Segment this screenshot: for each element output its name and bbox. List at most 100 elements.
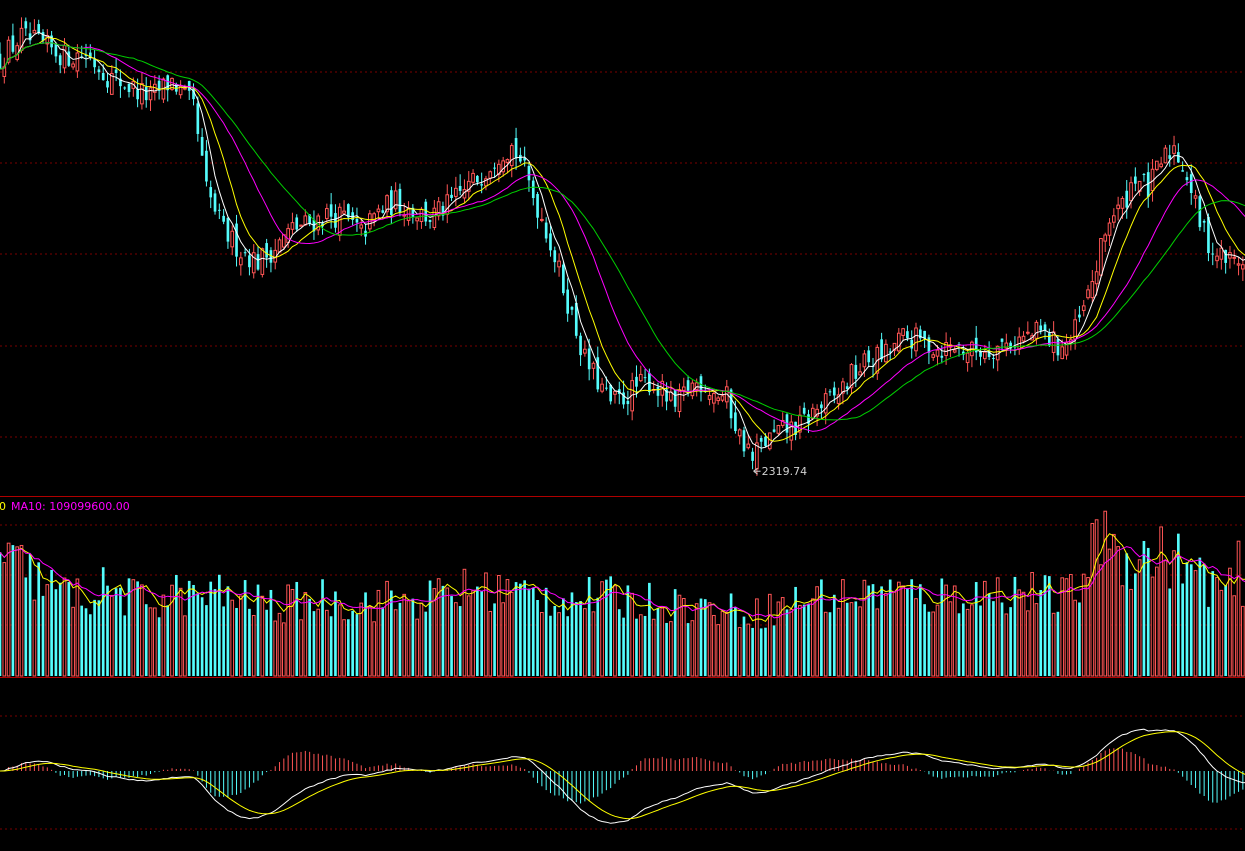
volume-bar-down[interactable] — [729, 593, 733, 676]
candle-down[interactable] — [390, 190, 393, 215]
candle-up[interactable] — [260, 248, 265, 275]
candle-down[interactable] — [450, 194, 453, 198]
volume-bar-up[interactable] — [170, 584, 174, 677]
volume-bar-down[interactable] — [295, 581, 299, 676]
candle-down[interactable] — [992, 357, 995, 359]
volume-bar-down[interactable] — [200, 597, 204, 676]
candle-down[interactable] — [0, 53, 2, 70]
volume-bar-down[interactable] — [88, 614, 92, 676]
volume-bar-up[interactable] — [965, 608, 970, 677]
volume-bar-up[interactable] — [1129, 588, 1133, 677]
candle-up[interactable] — [810, 407, 815, 420]
volume-bar-down[interactable] — [1224, 585, 1227, 676]
candle-up[interactable] — [178, 85, 183, 96]
candle-down[interactable] — [940, 355, 944, 358]
candle-down[interactable] — [566, 289, 570, 314]
volume-bar-up[interactable] — [669, 621, 673, 677]
volume-bar-up[interactable] — [849, 602, 854, 677]
candle-up[interactable] — [148, 87, 153, 101]
volume-bar-up[interactable] — [944, 584, 948, 677]
volume-bar-up[interactable] — [325, 609, 329, 677]
volume-bar-down[interactable] — [28, 553, 32, 676]
candle-up[interactable] — [952, 349, 957, 353]
volume-bar-up[interactable] — [62, 577, 67, 677]
candle-up[interactable] — [32, 29, 37, 34]
volume-bar-down[interactable] — [222, 606, 225, 676]
volume-bar-up[interactable] — [1228, 567, 1232, 677]
volume-bar-up[interactable] — [638, 614, 643, 677]
candle-down[interactable] — [605, 387, 608, 389]
candle-down[interactable] — [493, 167, 496, 169]
volume-bar-up[interactable] — [1064, 578, 1069, 677]
volume-bar-down[interactable] — [308, 598, 311, 676]
candle-down[interactable] — [673, 389, 677, 407]
candle-down[interactable] — [411, 207, 415, 217]
volume-bar-down[interactable] — [93, 599, 96, 676]
volume-bar-down[interactable] — [334, 591, 337, 676]
candle-down[interactable] — [381, 210, 385, 213]
volume-bar-down[interactable] — [635, 618, 638, 676]
candle-up[interactable] — [1155, 160, 1159, 170]
candle-down[interactable] — [166, 75, 170, 91]
volume-bar-down[interactable] — [269, 589, 273, 676]
volume-bar-down[interactable] — [243, 580, 247, 676]
volume-bar-up[interactable] — [303, 592, 308, 677]
candle-down[interactable] — [845, 386, 849, 389]
volume-bar-down[interactable] — [622, 617, 625, 676]
candle-down[interactable] — [1047, 333, 1051, 346]
volume-bar-down[interactable] — [24, 577, 28, 676]
candle-up[interactable] — [501, 160, 505, 173]
volume-bar-up[interactable] — [892, 591, 897, 677]
candle-down[interactable] — [28, 33, 32, 41]
candle-down[interactable] — [248, 255, 251, 268]
candle-up[interactable] — [638, 373, 643, 382]
candle-down[interactable] — [1039, 325, 1043, 331]
candle-up[interactable] — [1073, 319, 1077, 340]
price-panel[interactable] — [0, 17, 1245, 476]
volume-bar-down[interactable] — [665, 622, 668, 676]
volume-bar-down[interactable] — [617, 609, 621, 676]
volume-bar-down[interactable] — [428, 580, 432, 676]
candle-up[interactable] — [896, 332, 901, 352]
volume-bar-down[interactable] — [699, 598, 703, 676]
volume-bar-up[interactable] — [712, 614, 716, 677]
volume-bar-down[interactable] — [536, 600, 539, 676]
candle-up[interactable] — [965, 352, 970, 364]
candle-down[interactable] — [157, 80, 161, 91]
candle-up[interactable] — [823, 393, 828, 414]
volume-bar-down[interactable] — [411, 598, 415, 676]
volume-bar-down[interactable] — [80, 605, 84, 676]
volume-bar-up[interactable] — [651, 618, 656, 677]
candle-up[interactable] — [776, 425, 781, 434]
volume-bar-down[interactable] — [187, 580, 191, 676]
candle-up[interactable] — [45, 34, 50, 45]
candle-up[interactable] — [1129, 182, 1133, 202]
candle-down[interactable] — [41, 32, 45, 41]
volume-bar-down[interactable] — [54, 589, 58, 676]
candle-down[interactable] — [226, 217, 230, 242]
candle-down[interactable] — [329, 204, 333, 217]
volume-bar-down[interactable] — [854, 601, 858, 676]
volume-bar-down[interactable] — [256, 584, 260, 676]
candle-up[interactable] — [884, 343, 888, 363]
volume-bar-up[interactable] — [1215, 576, 1219, 677]
volume-bar-up[interactable] — [1030, 572, 1034, 677]
volume-bar-down[interactable] — [523, 580, 526, 676]
candle-down[interactable] — [136, 89, 139, 100]
candle-up[interactable] — [540, 218, 544, 221]
volume-bar-down[interactable] — [845, 602, 849, 676]
volume-bar-down[interactable] — [347, 619, 350, 676]
volume-bar-up[interactable] — [810, 598, 815, 677]
candle-down[interactable] — [50, 35, 53, 48]
volume-bar-down[interactable] — [992, 601, 995, 676]
candle-up[interactable] — [251, 252, 256, 274]
volume-bar-down[interactable] — [136, 581, 139, 676]
candle-down[interactable] — [213, 193, 217, 212]
volume-bar-up[interactable] — [1236, 540, 1241, 677]
volume-bar-down[interactable] — [605, 579, 608, 676]
volume-bar-down[interactable] — [84, 608, 88, 676]
candle-down[interactable] — [514, 138, 518, 159]
candle-down[interactable] — [832, 387, 836, 396]
candle-down[interactable] — [622, 392, 625, 405]
volume-bar-up[interactable] — [724, 611, 729, 677]
